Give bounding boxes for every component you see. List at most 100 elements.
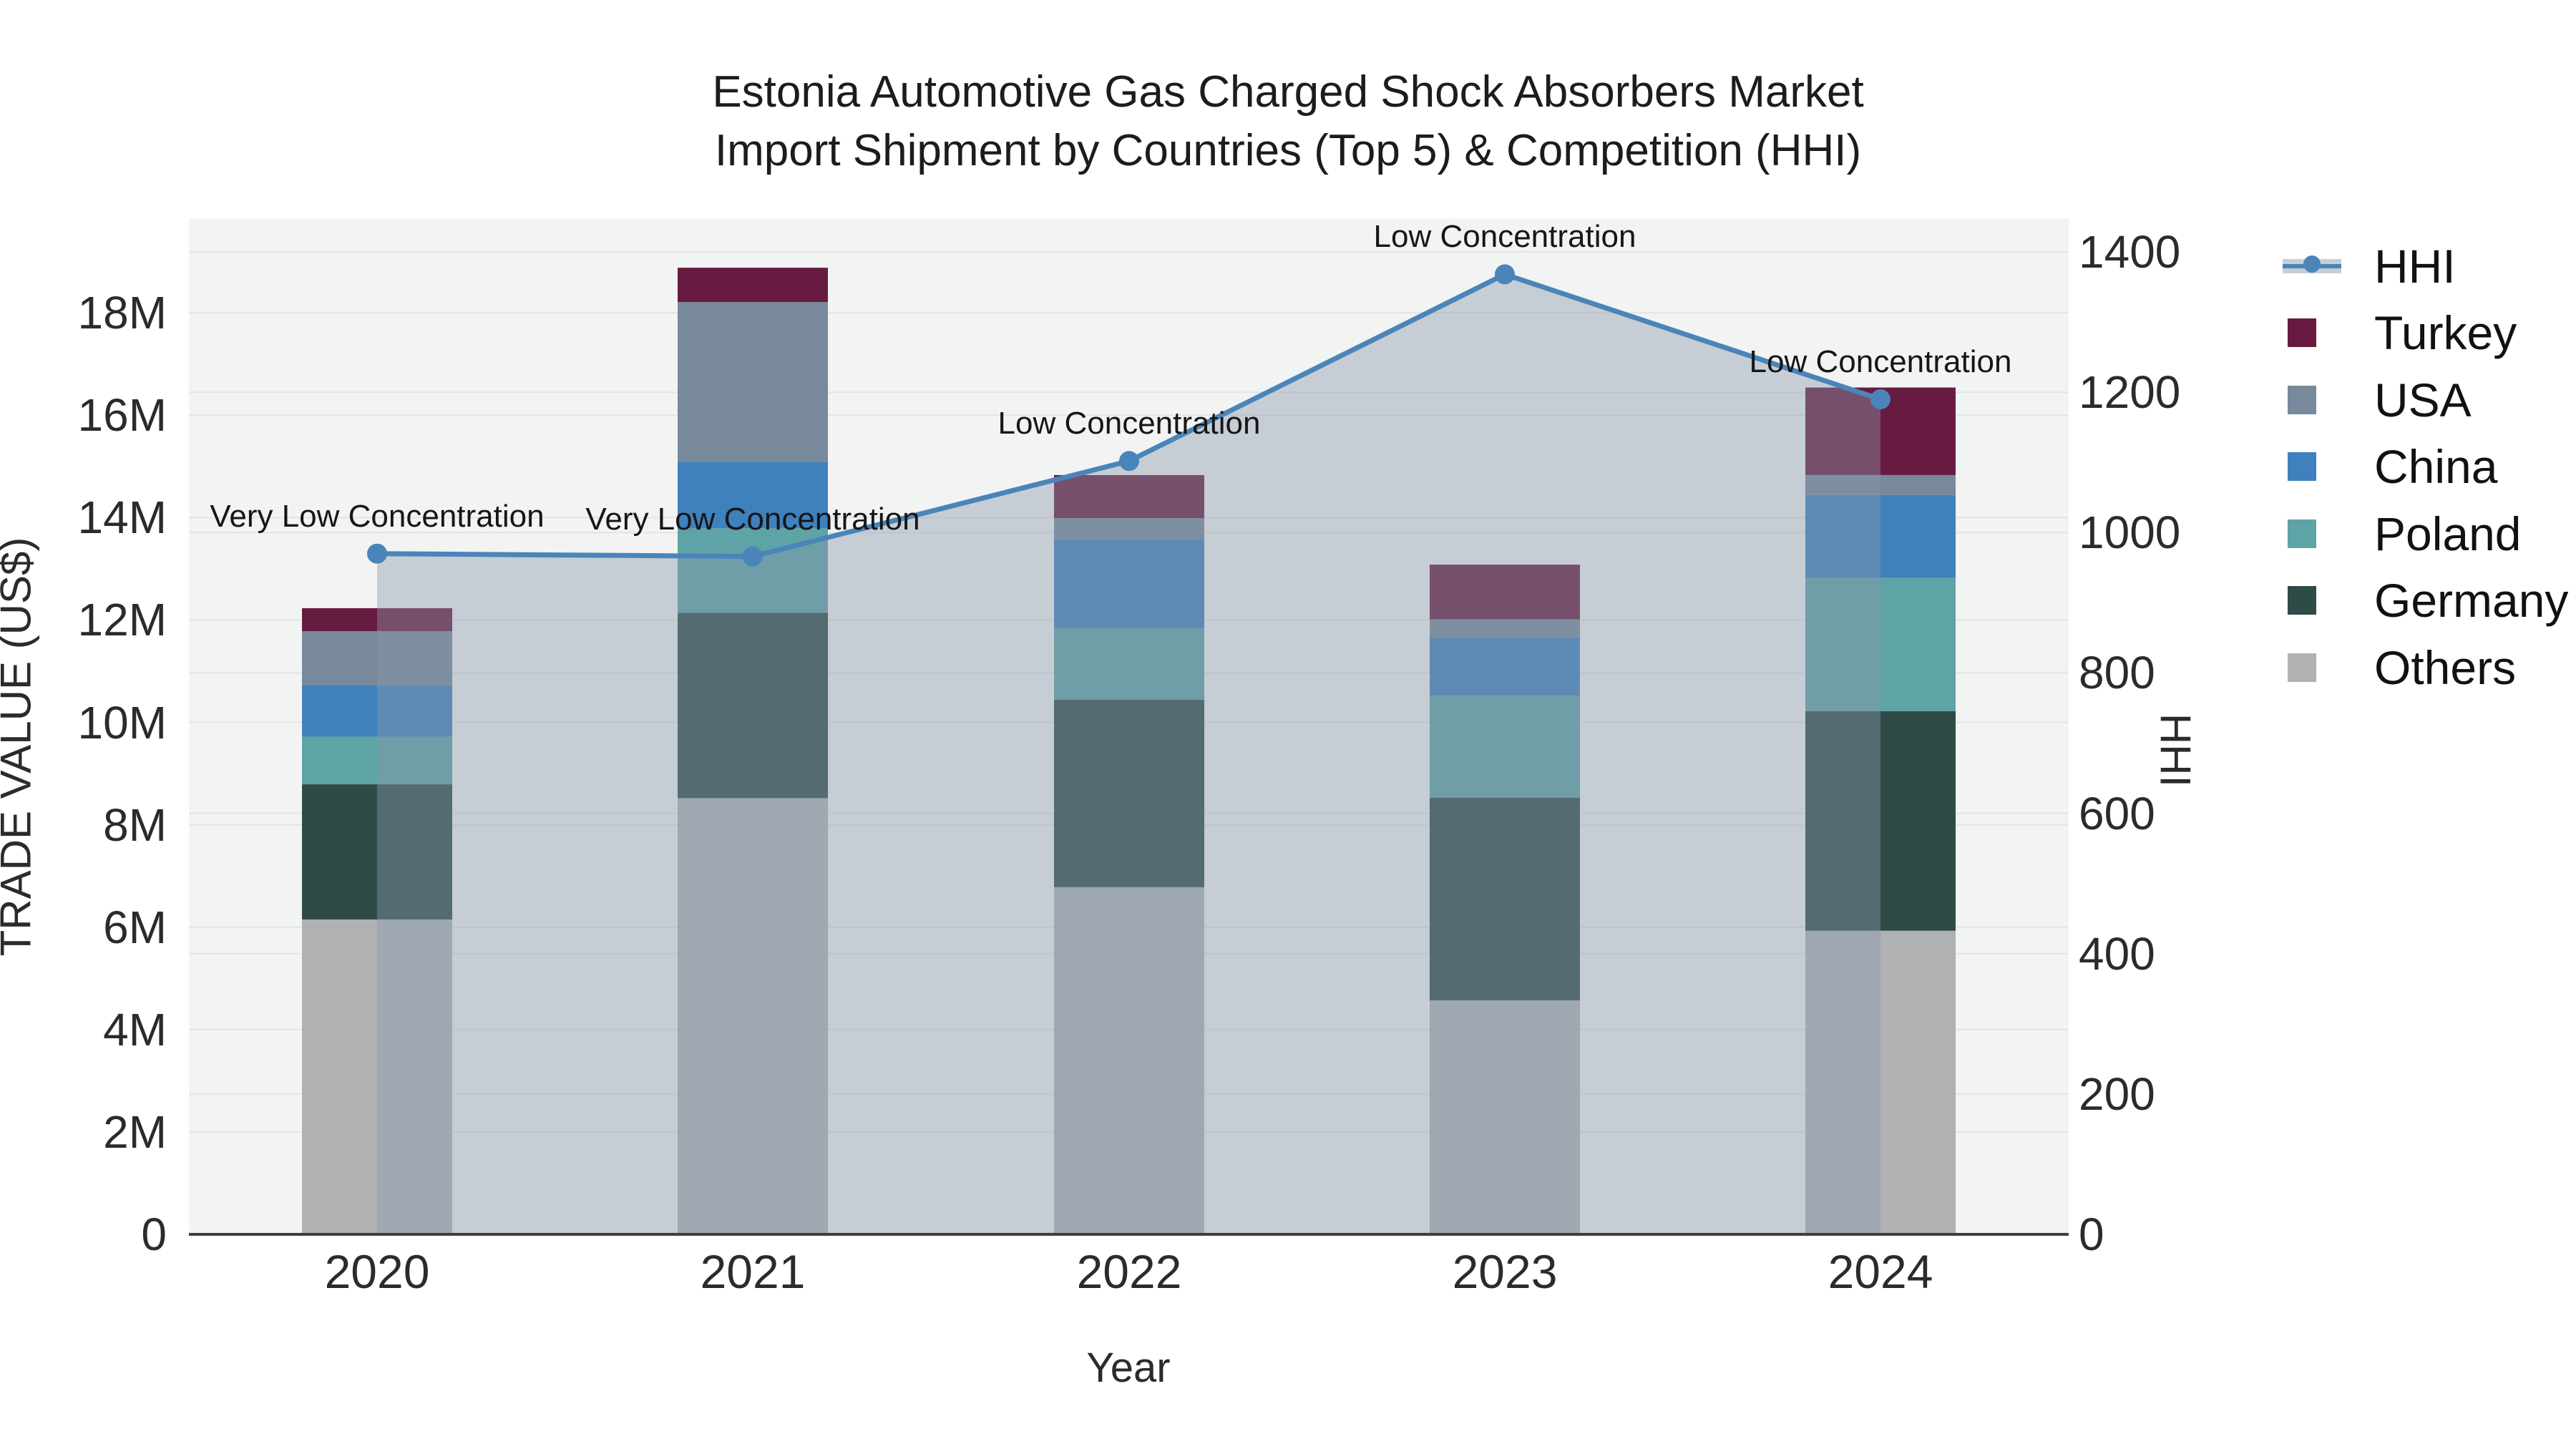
x-tick-2023: 2023	[1452, 1245, 1558, 1298]
legend-swatch-turkey	[2283, 318, 2346, 348]
legend-swatch-germany	[2283, 586, 2346, 615]
hhi-marker-2023	[1495, 264, 1515, 285]
legend-color-swatch	[2288, 385, 2316, 414]
y-left-tick-0: 0	[141, 1209, 167, 1260]
legend-swatch-poland	[2283, 519, 2346, 548]
bar-segment-germany-2020	[302, 784, 452, 919]
bar-segment-poland-2024	[1805, 577, 1956, 711]
legend-line-marker	[2303, 255, 2321, 273]
bar-segment-poland-2020	[302, 736, 452, 785]
x-tick-2020: 2020	[324, 1245, 430, 1298]
chart-title-line2: Import Shipment by Countries (Top 5) & C…	[714, 126, 1862, 175]
bar-segment-turkey-2020	[302, 608, 452, 632]
x-axis-line	[189, 1233, 2069, 1236]
bar-segment-others-2023	[1430, 1000, 1580, 1234]
bar-segment-turkey-2023	[1430, 565, 1580, 620]
y-right-tick-1000: 1000	[2079, 507, 2181, 559]
bar-segment-china-2022	[1054, 540, 1204, 628]
legend-item-others[interactable]: Others	[2283, 634, 2569, 701]
bar-segment-usa-2022	[1054, 518, 1204, 540]
y-right-tick-800: 800	[2079, 647, 2155, 699]
legend-label-others: Others	[2374, 640, 2517, 694]
bar-segment-usa-2023	[1430, 619, 1580, 638]
annotation-2020: Very Low Concentration	[210, 498, 545, 534]
legend-item-china[interactable]: China	[2283, 434, 2569, 501]
bar-segment-germany-2022	[1054, 700, 1204, 887]
y-right-axis-title: HHI	[2151, 713, 2200, 788]
x-axis-title: Year	[1086, 1345, 1171, 1391]
legend-area-band	[2283, 255, 2341, 273]
hhi-marker-2021	[743, 546, 763, 567]
y-left-tick-12M: 12M	[77, 594, 167, 646]
legend-item-turkey[interactable]: Turkey	[2283, 300, 2569, 367]
legend-label-china: China	[2374, 440, 2498, 494]
legend-label-poland: Poland	[2374, 507, 2522, 560]
y-left-tick-16M: 16M	[77, 389, 167, 441]
legend-item-poland[interactable]: Poland	[2283, 500, 2569, 567]
y-left-tick-8M: 8M	[103, 799, 167, 851]
legend-swatch-china	[2283, 452, 2346, 482]
hhi-area-fill	[377, 274, 1880, 1235]
legend-label-usa: USA	[2374, 373, 2472, 426]
bar-segment-germany-2024	[1805, 711, 1956, 931]
x-tick-2024: 2024	[1828, 1245, 1933, 1298]
legend-item-germany[interactable]: Germany	[2283, 567, 2569, 635]
bar-segment-usa-2020	[302, 631, 452, 686]
annotation-2022: Low Concentration	[997, 406, 1261, 441]
bar-segment-others-2020	[302, 919, 452, 1234]
bar-segment-others-2024	[1805, 930, 1956, 1234]
bar-segment-china-2020	[302, 685, 452, 737]
hhi-marker-2020	[367, 543, 387, 564]
y-left-tick-4M: 4M	[103, 1003, 167, 1055]
y-right-tick-200: 200	[2079, 1068, 2155, 1120]
y-left-tick-10M: 10M	[77, 696, 167, 748]
bar-segment-usa-2024	[1805, 474, 1956, 495]
x-tick-2022: 2022	[1076, 1245, 1182, 1298]
y-left-tick-14M: 14M	[77, 492, 167, 544]
legend-color-swatch	[2288, 586, 2316, 615]
legend-label-germany: Germany	[2374, 574, 2569, 628]
legend-swatch-others	[2283, 653, 2346, 682]
y-right-tick-400: 400	[2079, 927, 2155, 980]
bar-segment-others-2022	[1054, 887, 1204, 1234]
legend-color-swatch	[2288, 519, 2316, 548]
legend-swatch-usa	[2283, 385, 2346, 414]
legend: HHI Turkey USA China Poland Germany Others	[2283, 233, 2569, 701]
bar-segment-china-2023	[1430, 638, 1580, 696]
bar-segment-turkey-2021	[678, 268, 828, 303]
bar-segment-poland-2022	[1054, 628, 1204, 701]
bar-segment-turkey-2022	[1054, 474, 1204, 519]
y-left-tick-2M: 2M	[103, 1106, 167, 1158]
y-left-tick-6M: 6M	[103, 901, 167, 953]
y-right-tick-1200: 1200	[2079, 366, 2181, 419]
legend-line-symbol	[2283, 255, 2346, 273]
legend-label-hhi: HHI	[2374, 239, 2456, 293]
annotation-2021: Very Low Concentration	[585, 501, 920, 537]
hhi-marker-2022	[1119, 451, 1139, 472]
x-tick-2021: 2021	[700, 1245, 806, 1298]
bar-segment-china-2021	[678, 462, 828, 529]
bar-segment-germany-2023	[1430, 797, 1580, 1001]
hhi-marker-2024	[1870, 389, 1890, 409]
chart-title: Estonia Automotive Gas Charged Shock Abs…	[0, 63, 2576, 180]
y-right-tick-600: 600	[2079, 787, 2155, 839]
legend-color-swatch	[2288, 452, 2316, 482]
y-left-axis-title: TRADE VALUE (US$)	[0, 537, 40, 957]
annotation-2024: Low Concentration	[1749, 343, 2012, 379]
chart-title-line1: Estonia Automotive Gas Charged Shock Abs…	[712, 67, 1864, 117]
bar-segment-china-2024	[1805, 494, 1956, 578]
bar-segment-poland-2023	[1430, 696, 1580, 798]
legend-label-turkey: Turkey	[2374, 306, 2517, 360]
y-left-tick-18M: 18M	[77, 287, 167, 339]
annotation-2023: Low Concentration	[1373, 219, 1636, 255]
legend-color-swatch	[2288, 318, 2316, 348]
legend-item-usa[interactable]: USA	[2283, 366, 2569, 434]
legend-item-hhi[interactable]: HHI	[2283, 233, 2569, 300]
bar-segment-usa-2021	[678, 302, 828, 462]
bar-segment-germany-2021	[678, 613, 828, 799]
y-right-tick-0: 0	[2079, 1209, 2104, 1260]
y-right-tick-1400: 1400	[2079, 226, 2181, 278]
legend-color-swatch	[2288, 653, 2316, 682]
bar-segment-others-2021	[678, 798, 828, 1234]
